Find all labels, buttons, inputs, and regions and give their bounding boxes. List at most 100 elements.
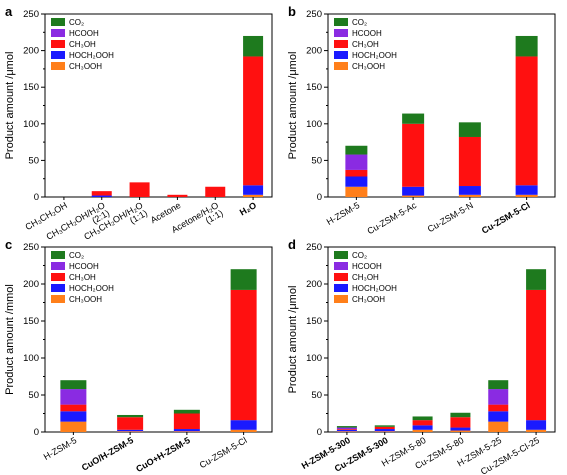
bar-segment-ch3ooh (402, 195, 425, 197)
bar-segment-ch3ooh (336, 431, 357, 432)
bar-segment-co2 (515, 35, 538, 57)
y-tick-label: 50 (28, 155, 39, 166)
y-tick-label: 150 (306, 82, 322, 93)
y-tick-label: 0 (317, 192, 322, 203)
bar-segment-ch3oh (117, 417, 144, 430)
bar-segment-hoch2ooh (515, 185, 538, 195)
y-axis-label: Product amount /mmol (4, 284, 16, 395)
x-tick-label-line: H₂O (238, 200, 258, 217)
bar-segment-ch3ooh (412, 429, 433, 432)
y-tick-label: 200 (23, 279, 39, 290)
x-tick-label: Cu-ZSM-5-Cl (198, 435, 249, 470)
legend-swatch (51, 29, 65, 37)
legend-swatch (334, 40, 348, 48)
x-tick-label: Cu-ZSM-5-Ac (365, 200, 418, 236)
legend-label: CH₃OOH (352, 295, 385, 304)
legend-swatch (51, 51, 65, 59)
legend-label: HOCH₂OOH (69, 51, 114, 60)
legend-swatch (51, 295, 65, 303)
legend-label: HCOOH (69, 29, 99, 38)
bar-segment-ch3oh (402, 123, 425, 187)
bar-segment-ch3oh (374, 426, 395, 430)
legend-swatch (51, 18, 65, 26)
legend-label: HCOOH (352, 29, 382, 38)
bar-segment-co2 (117, 414, 144, 418)
bar-segment-hoch2ooh (526, 420, 547, 430)
y-tick-label: 50 (311, 390, 322, 401)
bar-segment-hoch2ooh (488, 411, 509, 422)
bar-segment-co2 (173, 409, 200, 414)
legend-swatch (51, 273, 65, 281)
bar-segment-ch3ooh (60, 421, 87, 432)
legend-swatch (334, 284, 348, 292)
x-tick-label-line: Cu-ZSM-5-Cl (198, 435, 249, 470)
bar-segment-ch3ooh (515, 194, 538, 197)
legend-swatch (334, 18, 348, 26)
x-tick-label: CuO/H-ZSM-5 (80, 435, 135, 473)
bar-segment-ch3oh (488, 404, 509, 412)
x-tick-label-line: Cu-ZSM-5-Ac (365, 200, 418, 236)
bar-segment-ch3ooh (450, 430, 471, 432)
legend-swatch (51, 62, 65, 70)
bar-segment-ch3oh (91, 191, 112, 196)
y-tick-label: 150 (23, 82, 39, 93)
bar-segment-ch3oh (336, 429, 357, 430)
x-tick-label-line: Cu-ZSM-5-Cl (480, 200, 532, 236)
bar-segment-hcooh (336, 427, 357, 430)
x-tick-label-line: H-ZSM-5 (42, 435, 79, 462)
bar-segment-ch3oh (173, 413, 200, 430)
legend-label: CO₂ (352, 251, 367, 260)
legend-swatch (51, 251, 65, 259)
bar-segment-co2 (230, 269, 257, 290)
bar-segment-co2 (402, 113, 425, 124)
legend-label: HOCH₂OOH (352, 51, 397, 60)
bar-segment-hoch2ooh (412, 425, 433, 430)
legend-label: CH₃OOH (69, 295, 102, 304)
legend-label: CH₃OOH (69, 62, 102, 71)
bar-segment-hoch2ooh (230, 420, 257, 430)
bar-segment-ch3oh (205, 186, 226, 197)
bar-segment-ch3ooh (374, 431, 395, 432)
y-tick-label: 200 (306, 46, 322, 57)
legend-label: HOCH₂OOH (352, 284, 397, 293)
panel-letter: d (288, 237, 296, 252)
legend-swatch (334, 273, 348, 281)
panel-b: b 0 50 100 150 200 250 Product amount /μmol H-ZS… (287, 4, 556, 236)
bar-segment-co2 (526, 269, 547, 290)
y-axis-label: Product amount /μmol (287, 286, 299, 394)
x-tick-label: Cu-ZSM-5-N (426, 200, 475, 234)
legend-label: CH₃OOH (352, 62, 385, 71)
legend-swatch (51, 262, 65, 270)
bar-segment-co2 (243, 35, 264, 57)
bar-segment-ch3oh (167, 194, 188, 197)
legend-swatch (334, 29, 348, 37)
bar-segment-hoch2ooh (60, 411, 87, 422)
y-tick-label: 150 (23, 316, 39, 327)
bar-segment-ch3ooh (173, 431, 200, 432)
bar-segment-ch3ooh (488, 421, 509, 432)
legend-swatch (334, 62, 348, 70)
bar-segment-ch3ooh (345, 186, 368, 197)
bar-segment-ch3oh (129, 182, 150, 197)
legend-swatch (334, 51, 348, 59)
x-tick-label: Cu-ZSM-5-Cl (480, 200, 532, 236)
legend-label: HCOOH (69, 262, 99, 271)
y-axis-label: Product amount /μmol (287, 52, 299, 160)
y-tick-label: 0 (317, 427, 322, 438)
y-tick-label: 0 (34, 427, 39, 438)
legend-label: CO₂ (352, 18, 367, 27)
x-tick-label: CuO+H-ZSM-5 (134, 435, 192, 474)
y-tick-label: 200 (23, 46, 39, 57)
bar-segment-hoch2ooh (458, 186, 481, 195)
bar-segment-hoch2ooh (173, 429, 200, 432)
legend-label: CO₂ (69, 251, 84, 260)
y-tick-label: 200 (306, 279, 322, 290)
panel-c: c 0 50 100 150 200 250 Product amount /mmol H-ZS… (4, 237, 273, 474)
legend-swatch (334, 295, 348, 303)
bar-segment-co2 (374, 425, 395, 427)
bar-segment-hoch2ooh (402, 186, 425, 196)
